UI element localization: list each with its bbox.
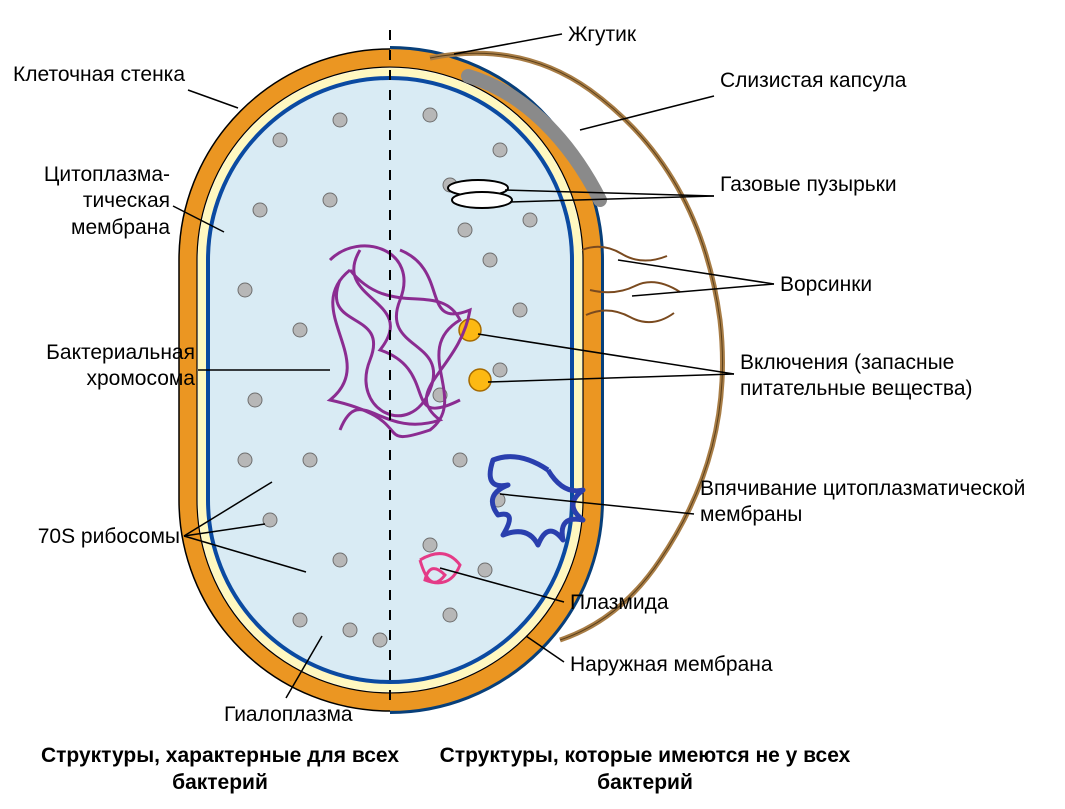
label-plasmid: Плазмида [570,590,669,616]
label-ribosomes: 70S рибосомы [38,524,180,550]
label-cell-wall: Клеточная стенка [13,62,185,88]
label-plasma-membrane: Цитоплазма- тическая мембрана [0,162,170,241]
diagram-svg [0,0,1065,809]
label-mesosome: Впячивание цитоплазматической мембраны [700,476,1065,529]
caption-right: Структуры, которые имеются не у всех бак… [430,742,860,797]
label-capsule: Слизистая капсула [720,68,906,94]
caption-left: Структуры, характерные для всех бактерий [30,742,410,797]
label-chromosome: Бактериальная хромосома [0,340,195,393]
label-hyaloplasm: Гиалоплазма [224,702,353,728]
label-inclusions: Включения (запасные питательные вещества… [740,350,1065,403]
label-flagellum: Жгутик [568,22,636,48]
label-pili: Ворсинки [780,272,872,298]
label-gas-vesicles: Газовые пузырьки [720,172,897,198]
label-outer-membrane: Наружная мембрана [570,652,773,678]
